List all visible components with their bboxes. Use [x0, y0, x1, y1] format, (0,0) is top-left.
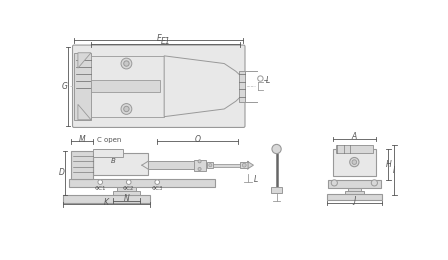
- Polygon shape: [164, 56, 242, 117]
- Polygon shape: [78, 104, 91, 120]
- Text: E: E: [156, 34, 161, 43]
- Bar: [194, 160, 206, 171]
- Polygon shape: [247, 161, 254, 169]
- Bar: [271, 187, 282, 193]
- Bar: [241, 162, 248, 168]
- Bar: [112, 191, 140, 195]
- Bar: [327, 194, 382, 200]
- Text: G: G: [62, 82, 68, 91]
- Circle shape: [350, 158, 359, 167]
- Circle shape: [331, 180, 337, 186]
- Bar: [117, 187, 136, 193]
- Text: ΦC1: ΦC1: [95, 186, 106, 191]
- Bar: [239, 71, 245, 102]
- Circle shape: [198, 160, 201, 163]
- Text: L: L: [254, 174, 258, 184]
- Circle shape: [258, 76, 263, 81]
- Text: O: O: [194, 134, 201, 144]
- Circle shape: [352, 160, 357, 164]
- Circle shape: [198, 167, 201, 171]
- Text: I: I: [393, 166, 396, 175]
- Bar: [63, 195, 150, 203]
- Circle shape: [124, 61, 129, 66]
- Circle shape: [98, 180, 103, 184]
- Text: M: M: [78, 134, 85, 144]
- Bar: [74, 53, 91, 120]
- Text: B: B: [111, 158, 116, 164]
- Circle shape: [209, 164, 212, 167]
- Text: L: L: [266, 76, 270, 84]
- Circle shape: [155, 180, 159, 184]
- Text: D: D: [59, 168, 65, 177]
- Bar: [333, 149, 376, 176]
- Text: H: H: [385, 160, 391, 169]
- Circle shape: [121, 58, 132, 69]
- Bar: [213, 164, 244, 167]
- Circle shape: [126, 180, 131, 184]
- Bar: [348, 187, 361, 194]
- Bar: [345, 191, 364, 195]
- Text: ΦC2: ΦC2: [123, 186, 134, 191]
- Circle shape: [272, 144, 281, 154]
- Text: N: N: [124, 194, 129, 203]
- Circle shape: [124, 106, 129, 112]
- Text: ΦC3: ΦC3: [151, 186, 163, 191]
- Text: E1: E1: [161, 37, 171, 47]
- Text: J: J: [353, 196, 355, 205]
- FancyBboxPatch shape: [73, 45, 245, 127]
- Bar: [207, 162, 213, 168]
- Bar: [148, 161, 206, 169]
- Bar: [93, 149, 123, 157]
- Text: K: K: [104, 198, 109, 207]
- Bar: [336, 145, 373, 153]
- Bar: [328, 180, 380, 187]
- Circle shape: [371, 180, 377, 186]
- Bar: [91, 80, 160, 92]
- Bar: [91, 56, 164, 117]
- Bar: [93, 153, 148, 175]
- Polygon shape: [78, 53, 91, 68]
- Text: C open: C open: [97, 137, 122, 143]
- Bar: [69, 179, 215, 187]
- Bar: [71, 151, 93, 179]
- Circle shape: [242, 163, 246, 167]
- Circle shape: [121, 103, 132, 114]
- Text: A: A: [352, 132, 357, 141]
